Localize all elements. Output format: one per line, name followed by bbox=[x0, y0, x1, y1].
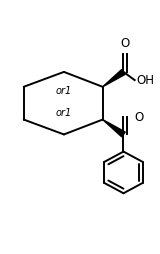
Text: or1: or1 bbox=[56, 108, 72, 118]
Text: OH: OH bbox=[136, 74, 154, 87]
Text: O: O bbox=[120, 37, 130, 50]
Polygon shape bbox=[103, 70, 125, 87]
Text: O: O bbox=[134, 111, 143, 124]
Text: or1: or1 bbox=[56, 86, 72, 96]
Polygon shape bbox=[103, 120, 125, 137]
